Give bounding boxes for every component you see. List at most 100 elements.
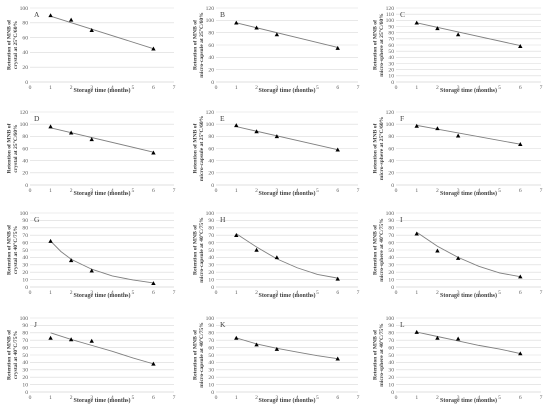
y-tick-label: 20 — [208, 270, 214, 276]
y-tick-label: 30 — [388, 263, 394, 269]
x-tick-label: 2 — [255, 85, 258, 91]
x-tick-label: 2 — [436, 188, 439, 194]
trendline — [50, 127, 154, 153]
y-tick-label: 70 — [208, 338, 214, 344]
x-tick-label: 0 — [29, 395, 32, 401]
x-tick-label: 3 — [90, 290, 93, 296]
x-tick-label: 3 — [90, 85, 93, 91]
panel-letter: H — [220, 215, 226, 224]
data-point — [151, 46, 156, 51]
y-tick-label: 100 — [20, 211, 29, 217]
panel-letter: F — [400, 114, 404, 123]
data-point — [254, 342, 259, 347]
y-tick-label: 60 — [22, 146, 28, 152]
y-tick-label: 90 — [388, 24, 394, 30]
y-axis-title: Retention of MNB ofmicro-capsule at 25°C… — [193, 115, 205, 181]
data-point — [68, 258, 74, 263]
x-tick-label: 0 — [395, 290, 398, 296]
y-tick-label: 40 — [22, 255, 28, 261]
y-tick-label: 100 — [386, 211, 395, 217]
y-tick-label: 80 — [388, 134, 394, 140]
x-tick-label: 1 — [415, 85, 418, 91]
x-tick-label: 2 — [255, 395, 258, 401]
y-tick-label: 20 — [208, 375, 214, 381]
y-axis-title: Retention of MNB ofcrystal at 40°C/75% — [7, 330, 19, 380]
x-tick-label: 7 — [540, 188, 543, 194]
data-point — [335, 356, 340, 361]
x-tick-label: 5 — [316, 188, 319, 194]
y-tick-label: 0 — [211, 183, 214, 189]
x-tick-label: 6 — [519, 395, 522, 401]
data-point — [274, 255, 280, 260]
x-axis-title: Storage time (months) — [74, 87, 131, 94]
y-axis-title: Retention of MNB ofmicro-capsule at 25°C… — [193, 12, 205, 78]
panel-f: 0 20 40 60 80 100 120 0 1 2 3 4 5 6 7 Storage time (mon… — [373, 110, 543, 197]
y-tick-label: 20 — [388, 270, 394, 276]
x-tick-label: 6 — [336, 85, 339, 91]
x-tick-label: 4 — [111, 290, 114, 296]
trendline — [416, 124, 521, 145]
x-tick-label: 4 — [477, 85, 480, 91]
data-point — [89, 338, 94, 343]
y-tick-label: 90 — [388, 218, 394, 224]
x-tick-label: 2 — [70, 395, 73, 401]
data-point — [455, 133, 461, 138]
data-point — [518, 274, 523, 279]
y-tick-label: 80 — [208, 226, 214, 232]
x-tick-label: 6 — [152, 290, 155, 296]
x-axis-title: Storage time (months) — [440, 292, 497, 299]
y-tick-label: 10 — [388, 382, 394, 388]
data-point — [518, 351, 523, 356]
x-tick-label: 3 — [457, 395, 460, 401]
data-point — [455, 32, 461, 37]
x-tick-label: 7 — [173, 290, 176, 296]
y-tick-label: 50 — [208, 248, 214, 254]
y-tick-label: 0 — [211, 285, 214, 291]
data-point — [455, 336, 461, 341]
x-tick-label: 5 — [498, 395, 501, 401]
panel-letter: E — [220, 114, 225, 123]
data-point — [335, 147, 340, 152]
y-tick-label: 30 — [22, 368, 28, 374]
y-tick-label: 60 — [22, 345, 28, 351]
y-tick-label: 50 — [388, 248, 394, 254]
y-tick-label: 60 — [388, 43, 394, 49]
y-tick-label: 20 — [22, 270, 28, 276]
y-tick-label: 80 — [22, 134, 28, 140]
y-tick-label: 40 — [208, 360, 214, 366]
x-tick-label: 7 — [357, 85, 360, 91]
y-tick-label: 120 — [20, 110, 29, 116]
x-axis-title: Storage time (months) — [259, 292, 316, 299]
y-tick-label: 60 — [388, 240, 394, 246]
y-tick-label: 70 — [22, 233, 28, 239]
x-axis-title: Storage time (months) — [440, 397, 497, 404]
x-tick-label: 0 — [29, 85, 32, 91]
data-point — [274, 346, 280, 351]
y-tick-label: 50 — [208, 353, 214, 359]
y-tick-label: 10 — [22, 382, 28, 388]
y-tick-label: 90 — [388, 323, 394, 329]
x-tick-label: 4 — [296, 188, 299, 194]
x-tick-label: 7 — [540, 395, 543, 401]
panel-b: 0 20 40 60 80 100 120 0 1 2 3 4 5 6 7 Storage time (mon… — [193, 6, 360, 94]
y-tick-label: 20 — [388, 67, 394, 73]
y-tick-label: 100 — [20, 122, 29, 128]
y-tick-label: 100 — [386, 18, 395, 24]
y-tick-label: 20 — [208, 171, 214, 177]
panel-letter: L — [400, 320, 405, 329]
x-tick-label: 6 — [336, 188, 339, 194]
x-tick-label: 6 — [336, 395, 339, 401]
y-tick-label: 0 — [25, 80, 28, 86]
x-tick-label: 7 — [173, 395, 176, 401]
x-tick-label: 1 — [49, 188, 52, 194]
y-tick-label: 0 — [391, 390, 394, 396]
y-tick-label: 100 — [20, 316, 29, 322]
data-point — [68, 17, 74, 22]
y-axis-title: Retention of MNB ofcrystal at 40°C/75% — [7, 225, 19, 275]
x-tick-label: 4 — [477, 395, 480, 401]
x-tick-label: 2 — [70, 290, 73, 296]
